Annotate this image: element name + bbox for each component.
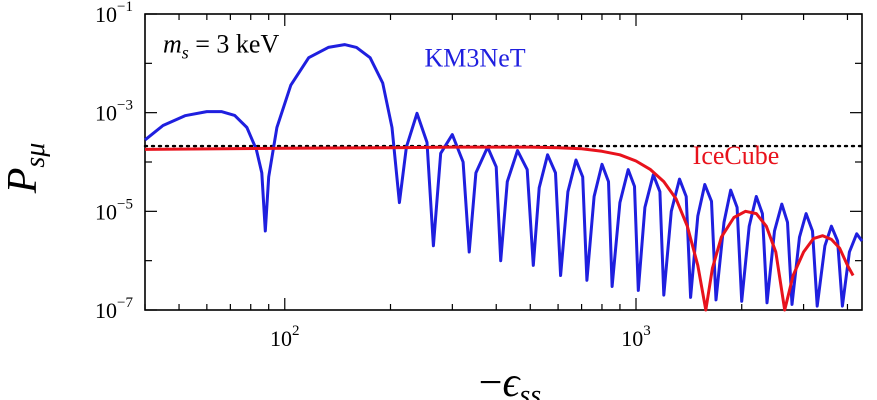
x-tick-label: 103 (621, 323, 651, 351)
series-line-km3net (144, 43, 864, 308)
plot-area (143, 13, 864, 312)
series-layer (143, 43, 864, 312)
y-tick-label: 10−5 (95, 196, 133, 224)
x-tick-label: 102 (270, 323, 300, 351)
y-axis-label: Psμ (0, 143, 51, 195)
x-axis-label-subscript: ss (519, 380, 541, 400)
x-axis-label-prefix: − (479, 360, 503, 400)
series-label-icecube: IceCube (693, 141, 780, 170)
y-tick-label: 10−1 (95, 0, 133, 27)
mass-annotation-text: = 3 keV (189, 30, 280, 59)
mass-annotation-subscript: s (182, 43, 189, 63)
y-axis-label-subscript: sμ (20, 143, 51, 168)
minor-ticks (144, 13, 862, 311)
series-line-icecube (144, 145, 855, 312)
y-tick-label: 10−3 (95, 98, 133, 126)
mass-annotation: ms = 3 keV (163, 30, 280, 63)
y-tick-labels: 10−1 10−3 10−5 10−7 (95, 0, 133, 323)
x-tick-labels: 102 103 (270, 323, 651, 351)
mass-annotation-symbol: m (163, 30, 182, 59)
y-tick-label: 10−7 (95, 295, 133, 323)
series-label-km3net: KM3NeT (425, 44, 526, 73)
x-axis-label-symbol: ϵ (502, 360, 521, 400)
y-axis-label-symbol: P (0, 168, 46, 195)
x-axis-label: −ϵss (479, 360, 542, 400)
